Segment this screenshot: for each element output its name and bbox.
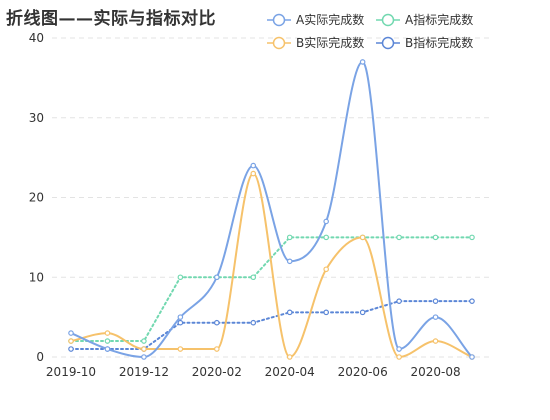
- legend-item[interactable]: B实际完成数: [267, 35, 364, 50]
- data-point[interactable]: [68, 338, 74, 344]
- data-point[interactable]: [359, 234, 366, 241]
- data-point[interactable]: [250, 162, 257, 169]
- data-point[interactable]: [323, 266, 329, 273]
- legend: A实际完成数 A指标完成数 B实际完成数 B指标完成数: [267, 12, 473, 50]
- data-point[interactable]: [104, 346, 111, 352]
- legend-marker: [272, 36, 286, 50]
- data-point[interactable]: [432, 338, 439, 344]
- data-point[interactable]: [177, 346, 184, 352]
- data-point[interactable]: [396, 346, 402, 352]
- data-point[interactable]: [250, 274, 257, 281]
- x-tick-label: 2020-06: [338, 365, 388, 379]
- data-point[interactable]: [323, 234, 329, 241]
- data-point[interactable]: [432, 298, 439, 304]
- series-2: [68, 234, 475, 344]
- x-tick-label: 2019-10: [46, 365, 96, 379]
- data-point[interactable]: [250, 319, 257, 326]
- y-tick-label: 40: [29, 31, 44, 45]
- x-tick-label: 2019-12: [119, 365, 169, 379]
- legend-item[interactable]: A指标完成数: [376, 12, 473, 27]
- series-line: [70, 60, 473, 359]
- series-line: [70, 172, 473, 359]
- legend-marker: [381, 13, 395, 27]
- data-point[interactable]: [250, 170, 257, 177]
- legend-marker: [272, 13, 286, 27]
- grid-lines: [52, 37, 490, 358]
- legend-item[interactable]: B指标完成数: [376, 35, 473, 50]
- x-tick-label: 2020-04: [265, 365, 315, 379]
- y-tick-label: 30: [29, 111, 44, 125]
- data-point[interactable]: [141, 338, 147, 344]
- data-point[interactable]: [214, 346, 220, 352]
- chart-title: 折线图——实际与指标对比: [6, 9, 216, 29]
- data-point[interactable]: [359, 309, 366, 316]
- data-point[interactable]: [177, 319, 184, 326]
- data-point[interactable]: [177, 314, 184, 320]
- legend-label: A指标完成数: [405, 12, 473, 27]
- data-point[interactable]: [286, 354, 293, 360]
- series-line: [70, 236, 473, 343]
- x-tick-label: 2020-08: [410, 365, 460, 379]
- data-point[interactable]: [469, 354, 475, 360]
- y-tick-label: 20: [29, 191, 44, 205]
- series-line: [70, 300, 473, 351]
- x-tick-label: 2020-02: [192, 365, 242, 379]
- data-point[interactable]: [469, 298, 475, 304]
- data-point[interactable]: [396, 354, 402, 360]
- data-point[interactable]: [432, 234, 439, 241]
- legend-marker: [381, 36, 395, 50]
- data-point[interactable]: [141, 346, 147, 352]
- data-point[interactable]: [469, 234, 475, 241]
- data-point[interactable]: [68, 330, 74, 336]
- data-point[interactable]: [214, 274, 220, 281]
- y-tick-label: 0: [36, 350, 44, 364]
- legend-item[interactable]: A实际完成数: [267, 12, 364, 27]
- data-point[interactable]: [323, 218, 329, 225]
- data-point[interactable]: [396, 234, 402, 241]
- series-layer: [68, 59, 475, 360]
- legend-label: A实际完成数: [296, 12, 364, 27]
- data-point[interactable]: [214, 319, 220, 326]
- data-point[interactable]: [286, 258, 293, 265]
- data-point[interactable]: [359, 59, 366, 65]
- data-point[interactable]: [286, 234, 293, 241]
- legend-label: B指标完成数: [405, 35, 473, 50]
- data-point[interactable]: [141, 354, 147, 360]
- y-axis: 0 10 20 30 40: [29, 31, 44, 364]
- legend-label: B实际完成数: [296, 35, 364, 50]
- data-point[interactable]: [177, 274, 184, 281]
- data-point[interactable]: [396, 298, 402, 304]
- data-point[interactable]: [104, 338, 111, 344]
- series-1: [68, 59, 475, 360]
- series-3: [68, 170, 475, 360]
- data-point[interactable]: [323, 309, 329, 316]
- data-point[interactable]: [104, 330, 111, 336]
- y-tick-label: 10: [29, 270, 44, 284]
- data-point[interactable]: [68, 346, 74, 352]
- data-point[interactable]: [286, 309, 293, 316]
- data-point[interactable]: [432, 314, 439, 320]
- x-axis: 2019-10 2019-12 2020-02 2020-04 2020-06 2020-…: [46, 365, 461, 379]
